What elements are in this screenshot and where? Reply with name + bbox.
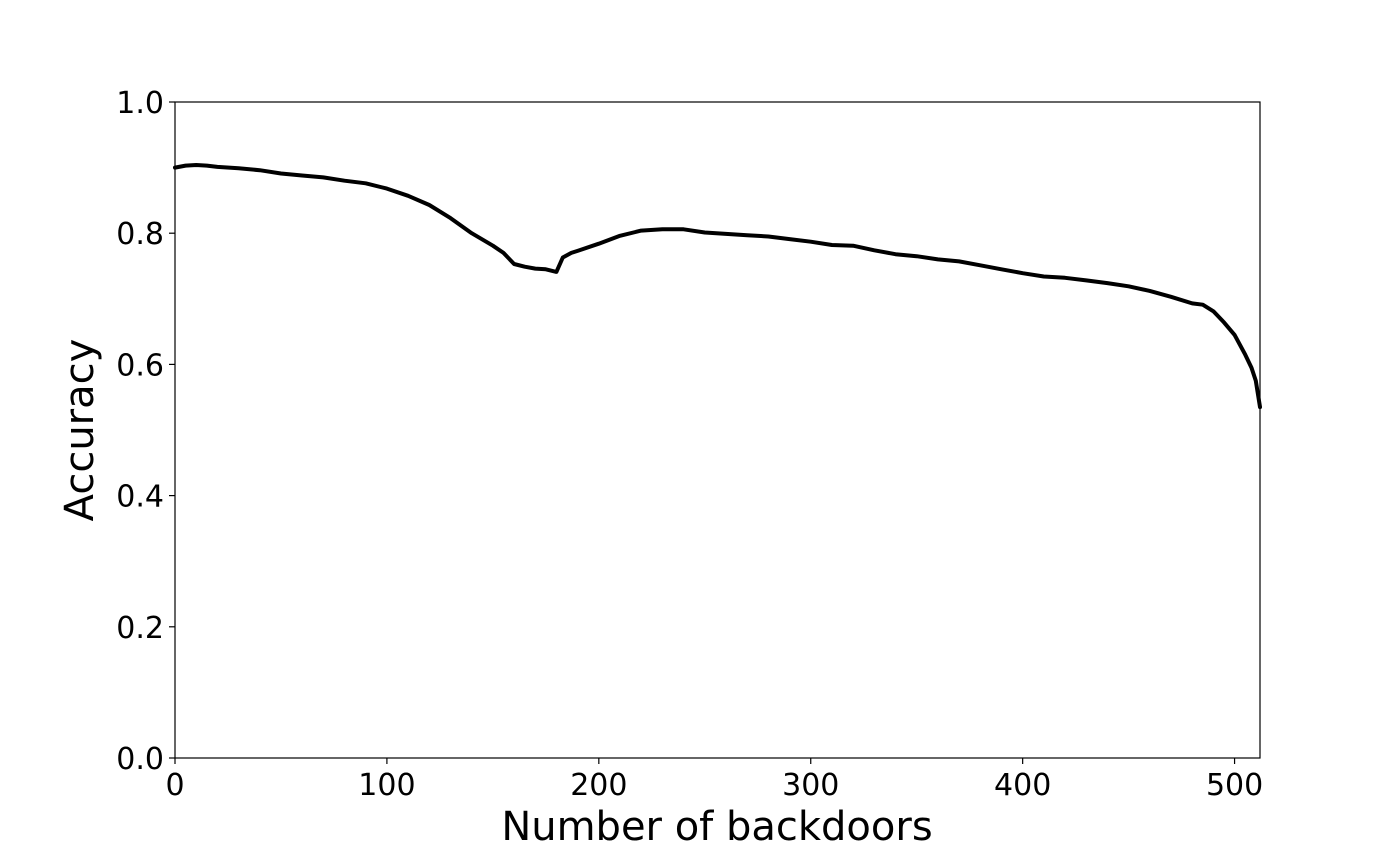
y-tick-label: 0.0: [116, 742, 164, 777]
accuracy-series-line: [173, 163, 1262, 409]
y-tick-label: 0.4: [116, 480, 164, 515]
x-tick-label: 0: [165, 768, 184, 803]
plot-frame: [174, 101, 1261, 759]
x-tick-label: 500: [1206, 768, 1263, 803]
y-tick-label: 0.6: [116, 348, 164, 383]
ticks-layer: 0 100 200 300 400 500 0.0 0.2 0.4 0.6 0.8 1.0: [116, 86, 1263, 803]
x-axis-title: Number of backdoors: [501, 804, 932, 850]
x-tick-label: 100: [358, 768, 415, 803]
y-tick-label: 1.0: [116, 86, 164, 121]
data-layer: [173, 163, 1262, 409]
x-tick-label: 300: [782, 768, 839, 803]
y-tick-label: 0.8: [116, 217, 164, 252]
y-tick-label: 0.2: [116, 611, 164, 646]
x-tick-label: 400: [994, 768, 1051, 803]
y-axis-title: Accuracy: [57, 339, 103, 522]
x-tick-label: 200: [570, 768, 627, 803]
plot-area: [175, 102, 1260, 758]
